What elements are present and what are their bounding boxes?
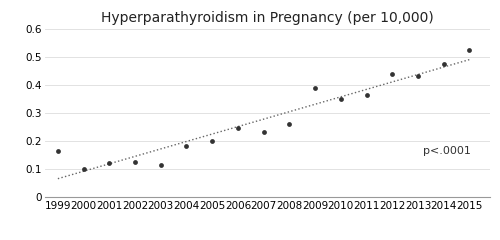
Point: [286, 122, 294, 126]
Point: [466, 48, 473, 52]
Point: [182, 144, 190, 148]
Point: [362, 93, 370, 96]
Point: [131, 160, 139, 164]
Point: [157, 163, 165, 167]
Point: [337, 97, 345, 101]
Point: [388, 72, 396, 76]
Point: [80, 167, 88, 171]
Point: [106, 161, 114, 165]
Point: [414, 74, 422, 78]
Point: [208, 139, 216, 143]
Point: [311, 86, 319, 90]
Point: [440, 62, 448, 66]
Point: [54, 149, 62, 153]
Point: [234, 126, 242, 130]
Point: [260, 131, 268, 134]
Text: p<.0001: p<.0001: [423, 146, 471, 156]
Title: Hyperparathyroidism in Pregnancy (per 10,000): Hyperparathyroidism in Pregnancy (per 10…: [101, 11, 434, 25]
